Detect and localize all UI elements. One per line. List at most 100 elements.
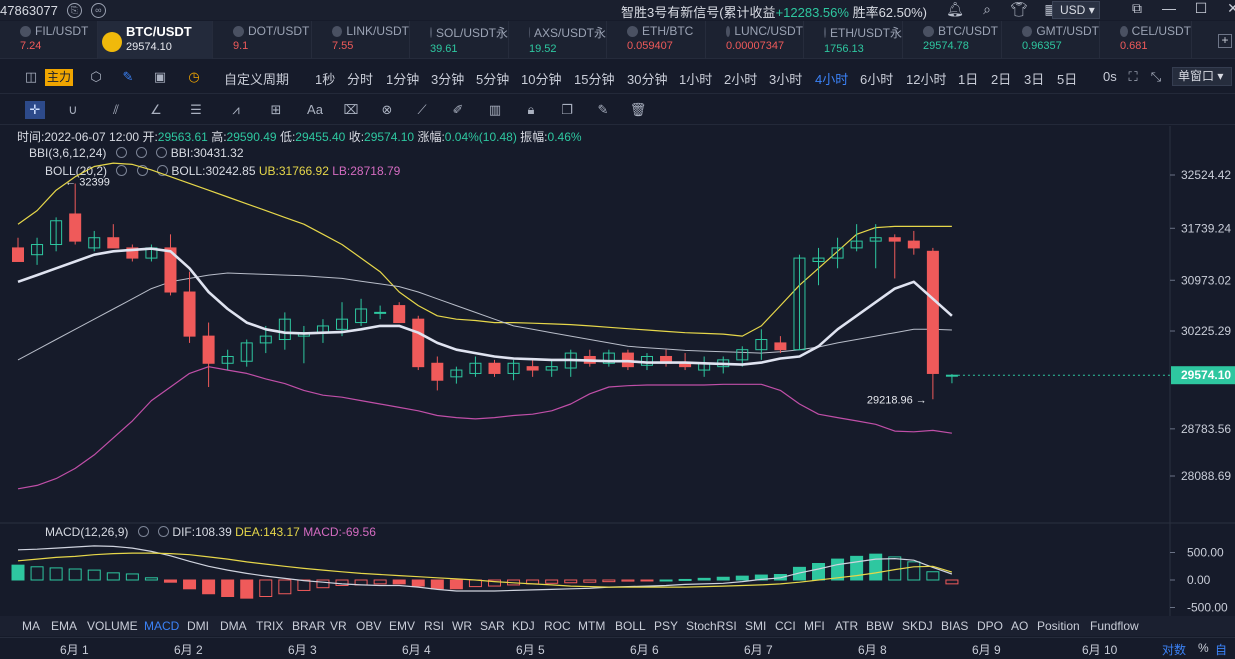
eraser-icon[interactable]: ⌧ <box>343 102 359 117</box>
period-option[interactable]: 2小时 <box>724 72 758 87</box>
indicator-tab[interactable]: DMA <box>220 619 247 633</box>
indicator-tab[interactable]: KDJ <box>512 619 535 633</box>
eye-icon[interactable] <box>115 147 127 158</box>
crosshair-icon[interactable]: ✛ <box>25 101 45 119</box>
indicator-tab[interactable]: MTM <box>578 619 606 633</box>
ticker-tab[interactable]: GMT/USDT 0.96357 <box>1002 21 1100 59</box>
period-option[interactable]: 3日 <box>1024 72 1045 87</box>
edit-icon[interactable]: ✎ <box>597 102 609 117</box>
indicator-tab[interactable]: SKDJ <box>902 619 933 633</box>
macd-name[interactable]: MACD(12,26,9) <box>45 525 129 539</box>
window-mode-select[interactable]: 单窗口 ▾ <box>1172 67 1232 86</box>
candles-icon[interactable]: ▥ <box>488 102 502 117</box>
indicator-tab[interactable]: StochRSI <box>686 619 737 633</box>
clock-icon[interactable]: ◷ <box>188 69 200 84</box>
period-option[interactable]: 3小时 <box>769 72 803 87</box>
price-chart[interactable]: 32524.42 31739.24 30973.02 30225.29 28783.56… <box>0 126 1235 616</box>
indicator-tab[interactable]: AO <box>1011 619 1029 633</box>
indicator-tab[interactable]: TRIX <box>256 619 284 633</box>
gear-icon[interactable] <box>137 526 149 537</box>
indicator-tab[interactable]: BOLL <box>615 619 646 633</box>
indicator-tab[interactable]: MA <box>22 619 40 633</box>
shirt-icon[interactable]: 👕︎ <box>1010 1 1028 17</box>
bbi-name[interactable]: BBI(3,6,12,24) <box>29 146 107 160</box>
period-option[interactable]: 1小时 <box>679 72 713 87</box>
period-option[interactable]: 1日 <box>958 72 979 87</box>
curve-icon[interactable]: ∪ <box>68 102 78 117</box>
period-option[interactable]: 12小时 <box>906 72 947 87</box>
close-icon[interactable] <box>156 147 168 158</box>
close-icon[interactable] <box>158 526 170 537</box>
ticker-tab[interactable]: AXS/USDT永 19.52 <box>509 21 607 59</box>
indicator-tab[interactable]: Position <box>1037 619 1080 633</box>
gear-icon[interactable] <box>136 147 148 158</box>
link-icon[interactable]: ∞ <box>90 2 106 18</box>
ticker-tab[interactable]: FIL/USDT 7.24 <box>0 21 98 59</box>
indicator-tab[interactable]: RSI <box>424 619 445 633</box>
horizontal-lines-icon[interactable]: ☰ <box>190 102 202 117</box>
period-option[interactable]: 1分钟 <box>386 72 420 87</box>
signal-notice[interactable]: 智胜3号有新信号(累计收益+12283.56% 胜率62.50%) <box>621 2 927 21</box>
indicator-tab[interactable]: OBV <box>356 619 382 633</box>
popout-icon[interactable]: ⧉ <box>1132 0 1142 16</box>
ticker-tab[interactable]: SOL/USDT永 39.61 <box>410 21 509 59</box>
indicator-tab[interactable]: DMI <box>187 619 209 633</box>
indicator-tab[interactable]: PSY <box>654 619 679 633</box>
indicator-tab[interactable]: SMI <box>745 619 767 633</box>
copy-icon[interactable]: ⎘ <box>66 2 82 18</box>
period-option[interactable]: 1秒 <box>315 72 336 87</box>
period-option[interactable]: 6小时 <box>860 72 894 87</box>
brush-icon[interactable]: ✐ <box>452 102 464 117</box>
period-option[interactable]: 分时 <box>347 72 374 87</box>
search-icon[interactable]: ⌕ <box>983 1 991 17</box>
ticker-tab[interactable]: BTC/USDT 29574.78 <box>903 21 1002 59</box>
indicator-tab[interactable]: Fundflow <box>1090 619 1139 633</box>
close-icon[interactable] <box>157 165 169 176</box>
indicator-tab[interactable]: DPO <box>977 619 1004 633</box>
period-option[interactable]: 5日 <box>1057 72 1078 87</box>
trash-icon[interactable]: 🗑︎ <box>629 102 647 117</box>
auto-scale-button[interactable]: 自动 <box>1215 643 1228 657</box>
ticker-tab[interactable]: BTC/USDT 29574.10 <box>98 21 213 59</box>
copy-draw-icon[interactable]: ❐ <box>561 102 573 117</box>
custom-period-select[interactable]: 自定义周期 <box>224 72 290 87</box>
angle-icon[interactable]: ∠ <box>150 102 162 117</box>
fullscreen-icon[interactable]: ⛶ <box>1128 69 1138 84</box>
rectangle-plus-icon[interactable]: ⊞ <box>270 102 282 117</box>
indicator-tab[interactable]: MFI <box>804 619 825 633</box>
indicator-tab[interactable]: CCI <box>775 619 796 633</box>
indicator-tab[interactable]: SAR <box>480 619 505 633</box>
lock-icon[interactable]: ▣ <box>153 69 167 84</box>
indicator-tab[interactable]: BIAS <box>941 619 969 633</box>
indicator-tab[interactable]: BBW <box>866 619 894 633</box>
chart-type-icon[interactable]: ◫ <box>24 69 38 84</box>
shrink-icon[interactable]: ⤡ <box>1150 69 1162 84</box>
period-option[interactable]: 10分钟 <box>521 72 562 87</box>
period-option[interactable]: 5分钟 <box>476 72 510 87</box>
wave-icon[interactable]: ⩘ <box>232 102 240 117</box>
period-option[interactable]: 30分钟 <box>627 72 668 87</box>
lock-draw-icon[interactable]: 🔒︎ <box>527 102 535 117</box>
text-icon[interactable]: Aa <box>307 102 323 117</box>
ticker-tab[interactable]: ETH/USDT永 1756.13 <box>804 21 903 59</box>
period-option[interactable]: 2日 <box>991 72 1012 87</box>
minimize-icon[interactable]: — <box>1162 0 1176 16</box>
period-option[interactable]: 15分钟 <box>574 72 615 87</box>
indicator-tab[interactable]: VOLUME <box>87 619 138 633</box>
ticker-tab[interactable]: ETH/BTC 0.059407 <box>607 21 706 59</box>
ticker-tab[interactable]: LINK/USDT 7.55 <box>312 21 410 59</box>
period-option[interactable]: 3分钟 <box>431 72 465 87</box>
ruler-icon[interactable]: ⟋ <box>417 102 427 117</box>
period-option[interactable]: 4小时 <box>815 72 849 87</box>
indicator-tab[interactable]: ATR <box>835 619 859 633</box>
indicator-tab[interactable]: EMV <box>389 619 416 633</box>
magnet-icon[interactable]: ⊗ <box>381 102 393 117</box>
ticker-tab[interactable]: LUNC/USDT 0.00007347 <box>706 21 804 59</box>
ticker-tab[interactable]: DOT/USDT 9.1 <box>213 21 312 59</box>
indicator-tab[interactable]: MACD <box>144 619 180 633</box>
indicator-tab[interactable]: BRAR <box>292 619 326 633</box>
parallel-lines-icon[interactable]: ⫽ <box>113 102 119 117</box>
ticker-tab[interactable]: CEL/USDT 0.681 <box>1100 21 1192 59</box>
indicator-tab[interactable]: ROC <box>544 619 571 633</box>
bell-icon[interactable]: 🔔︎ <box>946 1 964 17</box>
